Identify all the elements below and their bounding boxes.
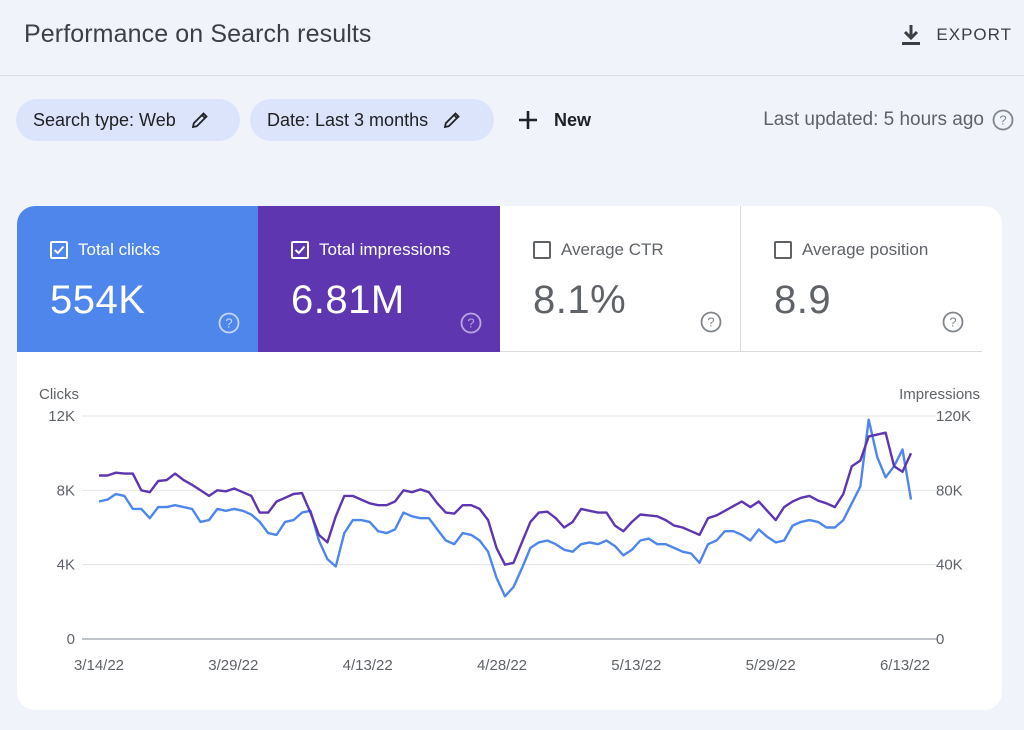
metric-average-position[interactable]: Average position 8.9 ? [741,206,982,352]
svg-text:?: ? [707,315,714,330]
x-tick-label: 5/29/22 [746,657,796,674]
help-icon[interactable]: ? [700,311,722,333]
metric-value: 8.9 [774,278,832,322]
download-icon [902,25,921,45]
metric-average-ctr[interactable]: Average CTR 8.1% ? [500,206,741,352]
help-icon[interactable]: ? [992,109,1014,131]
svg-text:?: ? [225,316,232,331]
y-tick-label-right: 0 [936,631,944,648]
y-tick-label-left: 0 [67,631,75,648]
last-updated: Last updated: 5 hours ago ? [763,99,1014,141]
performance-card: Total clicks 554K ? Total impressions 6.… [17,206,1002,710]
metric-total-impressions[interactable]: Total impressions 6.81M ? [258,206,500,352]
x-tick-label: 5/13/22 [611,657,661,674]
series-line-clicks [98,418,913,598]
x-tick-label: 4/28/22 [477,657,527,674]
edit-pencil-icon [443,112,460,129]
checkbox-checked-icon[interactable] [291,241,309,259]
page-title: Performance on Search results [24,20,372,48]
x-tick-label: 4/13/22 [343,657,393,674]
line-chart: 0 4K 8K 12K 0 40K 80K 120K Clicks Impressions 3/14… [39,386,980,674]
y-tick-label-right: 120K [936,408,971,425]
search-type-chip[interactable]: Search type: Web [16,99,240,141]
y-axis-label-right: Impressions [899,386,980,403]
help-icon[interactable]: ? [218,312,240,334]
metric-label: Total clicks [78,240,161,259]
x-tick-label: 3/29/22 [208,657,258,674]
x-tick-label: 3/14/22 [74,657,124,674]
date-chip[interactable]: Date: Last 3 months [250,99,494,141]
export-label: EXPORT [936,25,1012,44]
performance-chart: 0 4K 8K 12K 0 40K 80K 120K Clicks Impressions 3/14… [17,352,1002,710]
y-axis-label-left: Clicks [39,386,79,403]
help-icon[interactable]: ? [942,311,964,333]
checkbox-unchecked-icon[interactable] [774,241,792,259]
y-tick-label-left: 4K [57,557,75,574]
metric-label: Total impressions [319,240,451,259]
checkbox-unchecked-icon[interactable] [533,241,551,259]
series-line-impressions [99,431,913,566]
metric-value: 8.1% [533,278,627,322]
metric-label: Average position [802,240,929,259]
filter-bar: Search type: Web Date: Last 3 months New… [16,99,1024,143]
svg-text:?: ? [949,315,956,330]
new-filter-button[interactable]: New [516,99,591,141]
page-header: Performance on Search results EXPORT [0,0,1024,76]
new-label: New [554,109,592,130]
y-tick-label-right: 40K [936,557,963,574]
help-icon[interactable]: ? [460,312,482,334]
metric-value: 554K [50,278,146,322]
last-updated-text: Last updated: 5 hours ago [763,109,984,130]
search-type-label: Search type: Web [33,109,176,130]
metric-label: Average CTR [561,240,664,259]
metric-total-clicks[interactable]: Total clicks 554K ? [17,206,258,352]
y-tick-label-left: 12K [48,408,75,425]
x-tick-label: 6/13/22 [880,657,930,674]
edit-pencil-icon [191,112,208,129]
plus-icon [519,111,537,129]
svg-text:?: ? [467,316,474,331]
y-tick-label-right: 80K [936,482,963,499]
export-button[interactable]: EXPORT [900,20,1012,50]
date-label: Date: Last 3 months [267,109,429,130]
checkbox-checked-icon[interactable] [50,241,68,259]
metric-value: 6.81M [291,278,405,322]
y-tick-label-left: 8K [57,482,75,499]
svg-text:?: ? [999,113,1006,128]
